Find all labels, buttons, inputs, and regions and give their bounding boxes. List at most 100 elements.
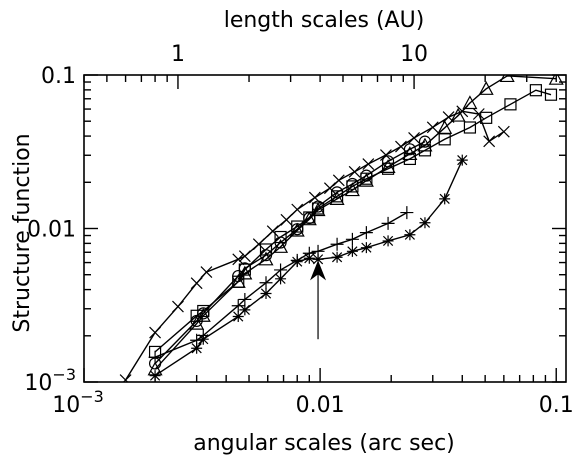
point-square	[480, 111, 493, 124]
point-triangle	[310, 202, 326, 217]
point-square	[381, 162, 395, 175]
series-plus	[148, 206, 414, 364]
series-square	[148, 84, 558, 359]
point-asterisk	[331, 251, 343, 263]
point-circle	[418, 135, 432, 148]
point-triangle	[462, 95, 478, 110]
point-circle	[330, 186, 344, 199]
top-axis-title: length scales (AU)	[224, 8, 425, 33]
y-tick-label: 0.1	[41, 64, 76, 89]
point-asterisk	[291, 256, 303, 268]
point-x	[291, 203, 304, 216]
point-triangle	[478, 81, 494, 95]
point-x	[483, 135, 496, 148]
point-asterisk	[191, 342, 203, 354]
point-square	[544, 88, 558, 101]
point-x	[497, 125, 510, 138]
point-x	[380, 149, 392, 161]
point-x	[232, 253, 245, 266]
point-x	[362, 158, 375, 170]
point-x	[149, 326, 162, 339]
plot-frame	[83, 74, 567, 383]
point-plus	[330, 237, 344, 251]
point-triangle	[289, 222, 305, 237]
point-square	[529, 84, 542, 97]
point-x	[200, 266, 213, 279]
point-triangle	[380, 159, 396, 173]
point-x	[238, 250, 251, 263]
point-circle	[403, 143, 416, 156]
point-asterisk	[232, 311, 244, 323]
point-triangle	[344, 182, 360, 197]
point-plus	[381, 216, 395, 230]
x-tick-label: 0.1	[539, 393, 574, 418]
x-axis-title: angular scales (arc sec)	[193, 431, 455, 456]
point-asterisk	[360, 242, 372, 254]
point-plus	[259, 276, 273, 290]
point-triangle	[437, 120, 453, 134]
point-x	[332, 174, 345, 187]
x-tick-label: 0.01	[296, 393, 345, 418]
point-plus	[400, 206, 414, 220]
series-line-asterisk	[154, 159, 463, 377]
point-circle	[274, 236, 287, 249]
point-plus	[148, 350, 162, 364]
arrow-head	[310, 260, 327, 281]
point-x	[426, 121, 439, 134]
series-line-triangle	[154, 75, 557, 370]
point-x	[266, 225, 279, 238]
point-x	[280, 213, 293, 226]
point-triangle	[189, 315, 205, 330]
top-x-tick-label: 1	[171, 42, 185, 67]
series-triangle	[147, 75, 564, 376]
series-line-circle	[154, 140, 426, 364]
annotation-arrow	[310, 260, 327, 340]
point-triangle	[258, 251, 274, 266]
point-triangle	[329, 191, 345, 205]
point-asterisk	[404, 229, 416, 241]
point-plus	[231, 299, 245, 313]
series-circle	[148, 135, 432, 370]
point-x	[119, 374, 132, 382]
y-tick-label: 10−3	[24, 365, 76, 396]
series-x	[119, 105, 510, 382]
series-line-plus	[154, 211, 408, 358]
point-x	[172, 300, 184, 313]
top-x-tick-label: 10	[400, 42, 428, 67]
point-asterisk	[346, 245, 358, 257]
point-triangle	[237, 265, 253, 280]
point-x	[252, 238, 265, 251]
point-asterisk	[419, 217, 431, 229]
point-x	[323, 182, 336, 195]
point-asterisk	[260, 288, 272, 300]
series-line-square	[154, 89, 552, 353]
point-asterisk	[456, 154, 468, 166]
point-asterisk	[275, 273, 287, 285]
point-triangle	[450, 107, 466, 122]
point-asterisk	[197, 333, 209, 345]
point-plus	[359, 226, 373, 240]
point-asterisk	[303, 252, 315, 264]
point-circle	[197, 307, 210, 320]
point-plus	[238, 292, 252, 306]
point-triangle	[301, 211, 317, 226]
x-tick-label: 10−3	[52, 387, 104, 418]
point-x	[408, 132, 420, 144]
point-asterisk	[382, 235, 394, 247]
point-triangle	[230, 273, 246, 288]
point-asterisk	[239, 304, 251, 316]
point-x	[472, 108, 485, 120]
y-tick-label: 0.01	[27, 218, 76, 243]
point-asterisk	[312, 253, 324, 265]
point-x	[190, 277, 203, 290]
point-square	[504, 98, 517, 111]
point-plus	[345, 232, 359, 246]
point-triangle	[273, 239, 289, 253]
data-series-group	[119, 75, 564, 382]
point-x	[348, 165, 361, 178]
y-axis-title: Structure function	[10, 133, 35, 332]
point-triangle	[195, 308, 211, 322]
point-triangle	[417, 137, 433, 152]
point-square	[291, 220, 304, 233]
point-square	[463, 121, 477, 134]
